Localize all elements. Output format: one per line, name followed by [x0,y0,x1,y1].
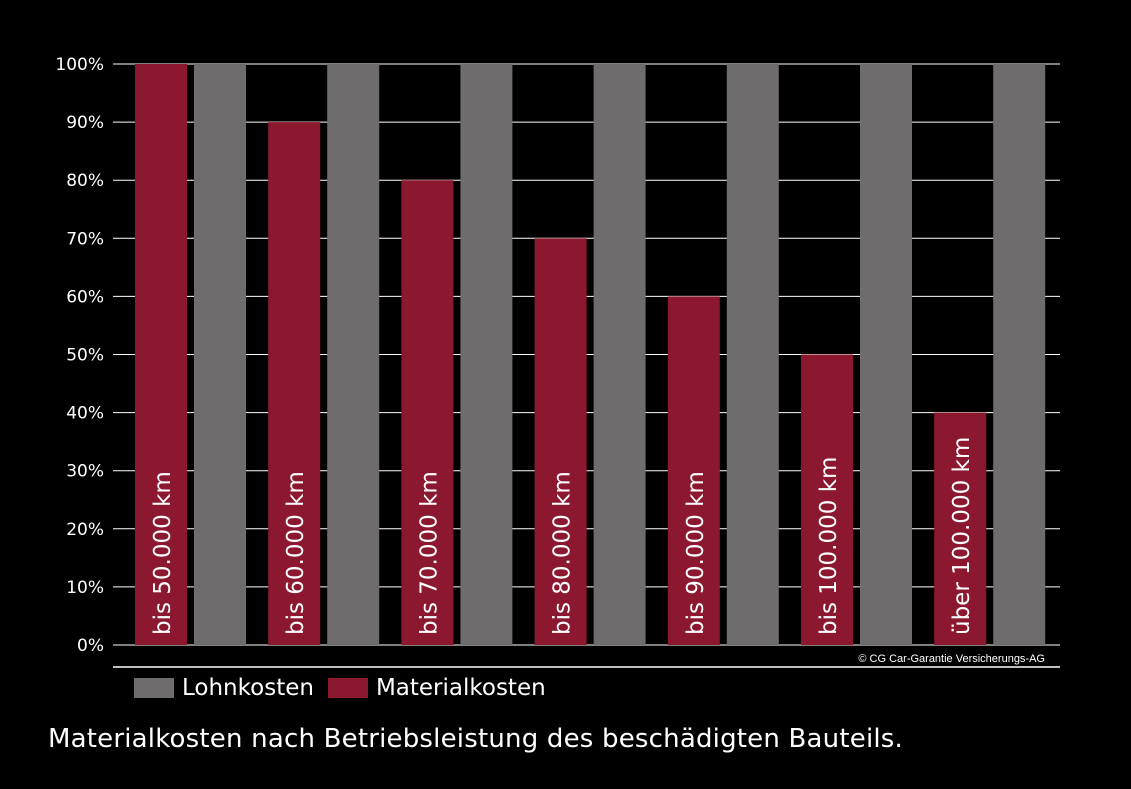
bar-lohnkosten [726,64,779,645]
bar-chart: 0% 10% 20% 30% 40% 50% 60% 70% 80% 90% 100% bis 50… [55,55,1060,668]
bar-materialkosten [934,412,987,645]
bar-materialkosten [801,354,853,645]
category-label: bis 90.000 km [683,471,709,635]
category-label: bis 50.000 km [150,471,176,635]
bar-materialkosten [534,238,587,646]
bar-materialkosten [135,64,187,645]
legend-label-lohnkosten: Lohnkosten [182,675,314,701]
y-tick-label: 30% [66,462,104,482]
legend-label-materialkosten: Materialkosten [375,675,546,701]
bar-materialkosten [268,122,321,646]
legend: Lohnkosten Materialkosten [134,674,560,702]
y-tick-label: 20% [66,520,104,540]
y-tick-label: 100% [55,55,104,75]
category-label: bis 70.000 km [416,471,442,635]
y-tick-label: 0% [77,636,104,656]
bar-lohnkosten [593,64,646,645]
chart-caption: Materialkosten nach Betriebsleistung des… [48,724,904,754]
bar-lohnkosten [460,64,513,645]
category-label: bis 80.000 km [550,471,576,635]
y-tick-label: 50% [66,346,104,366]
y-tick-label: 70% [66,229,104,249]
category-label: über 100.000 km [949,437,975,635]
legend-swatch-materialkosten [327,678,368,698]
bar-lohnkosten [194,64,246,645]
bar-labels: bis 50.000 km bis 60.000 km bis 70.000 km b… [150,437,975,635]
bar-materialkosten [401,180,454,645]
category-label: bis 100.000 km [816,457,842,635]
y-axis-ticks: 0% 10% 20% 30% 40% 50% 60% 70% 80% 90% 100% [55,55,104,656]
bar-lohnkosten [327,64,380,645]
legend-item-materialkosten: Materialkosten [327,675,546,701]
bar-lohnkosten [993,64,1046,645]
y-tick-label: 10% [66,578,104,598]
bar-materialkosten [667,296,720,645]
y-tick-label: 80% [66,171,104,191]
legend-item-lohnkosten: Lohnkosten [134,675,314,701]
bars [135,64,1046,646]
category-label: bis 60.000 km [283,471,309,635]
legend-swatch-lohnkosten [134,678,174,698]
bar-lohnkosten [860,64,912,645]
copyright-note: © CG Car-Garantie Versicherungs-AG [858,653,1045,665]
y-tick-label: 90% [66,113,104,133]
y-tick-label: 60% [66,287,104,307]
y-tick-label: 40% [66,404,104,424]
